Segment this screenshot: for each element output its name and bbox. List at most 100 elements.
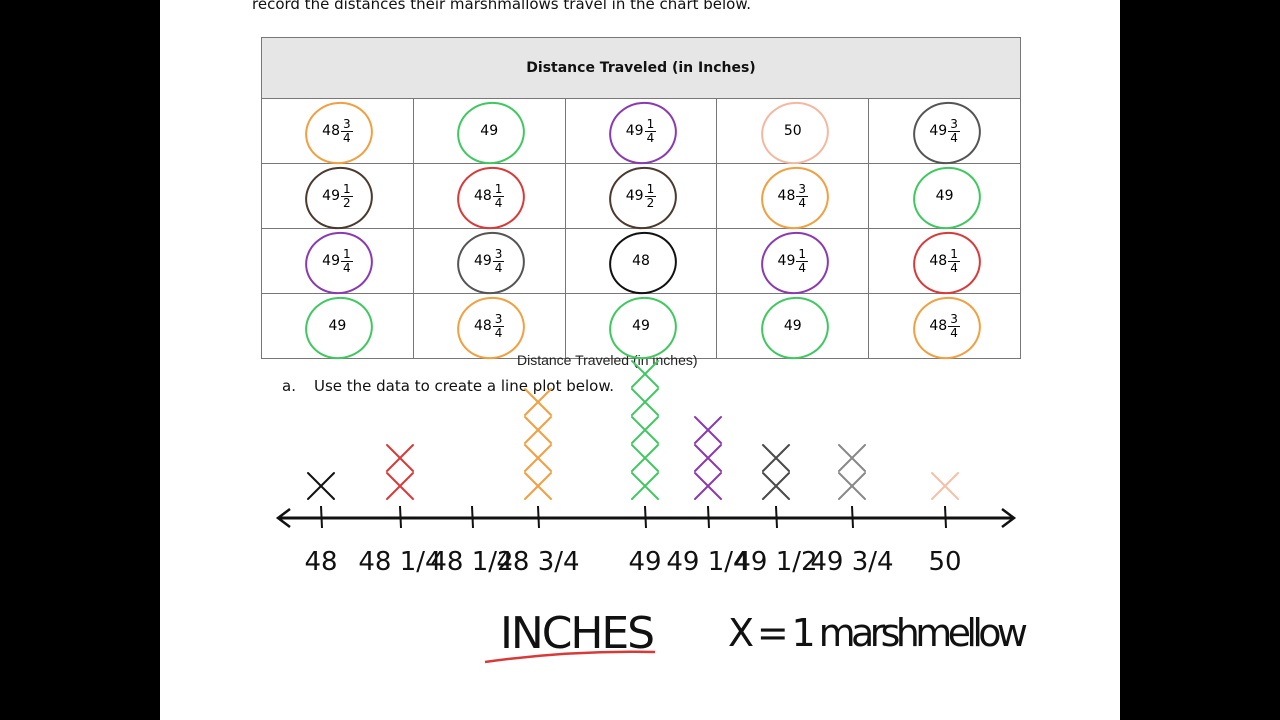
tick-label: 49 [628, 547, 661, 577]
line-plot: 48 48 1/448 1/248 3/4 49 49 1/449 1/249 3/4… [275, 360, 1028, 664]
table-cell: 48 1 4 [868, 225, 1021, 301]
numerator: 3 [492, 311, 505, 327]
x-mark [631, 388, 659, 416]
denominator: 4 [950, 260, 958, 275]
x-mark [631, 472, 659, 500]
denominator: 4 [494, 260, 503, 275]
table-cell: 49 1 4 [261, 225, 414, 301]
left-arrow-icon [275, 508, 291, 528]
x-mark [694, 444, 722, 472]
whole-number: 49 [632, 318, 650, 334]
whole-number: 49 [473, 253, 492, 269]
table-cell: 48 3 4 [868, 290, 1021, 366]
question-a: a. Use the data to create a line plot bel… [282, 377, 614, 395]
denominator: 4 [494, 195, 503, 210]
x-mark [838, 444, 866, 472]
numerator: 1 [492, 181, 505, 197]
whole-number: 49 [929, 123, 948, 139]
table-cell: 49 3 4 [868, 95, 1021, 171]
intro-text: record the distances their marshmallows … [252, 0, 752, 13]
x-mark [386, 472, 414, 500]
tick-label: 48 [304, 547, 337, 577]
table-cell: 49 3 4 [412, 225, 566, 301]
tick-mark [944, 505, 947, 529]
denominator: 2 [646, 195, 655, 210]
numerator: 3 [796, 181, 809, 197]
x-mark [838, 472, 866, 500]
whole-number: 49 [625, 123, 644, 139]
x-mark [762, 472, 790, 500]
cell-value: 48 3 4 [322, 117, 353, 145]
numerator: 3 [948, 116, 960, 132]
table-cell: 48 3 4 [716, 160, 870, 236]
cell-value: 49 [936, 188, 954, 204]
denominator: 4 [342, 260, 351, 275]
cell-value: 49 [480, 123, 498, 139]
tick-mark [707, 505, 710, 529]
table-cell: 48 1 4 [412, 160, 566, 236]
table-cell: 49 1 2 [564, 160, 718, 236]
table-row: 48 3 4 49 49 1 4 50 49 3 4 [261, 95, 1021, 171]
numerator: 3 [492, 246, 505, 262]
cell-value: 49 1 4 [625, 116, 657, 145]
table-cell: 49 [716, 290, 870, 366]
table-row: 49 48 3 4 49 49 48 3 4 [261, 290, 1021, 366]
denominator: 2 [342, 195, 351, 210]
table-row: 49 1 4 49 3 4 48 49 1 4 48 1 4 [261, 225, 1021, 301]
whole-number: 48 [632, 253, 650, 269]
denominator: 4 [950, 325, 958, 340]
x-mark [524, 444, 552, 472]
tick-label: 50 [928, 547, 961, 577]
x-mark [762, 444, 790, 472]
key-label: X = 1 marshmellow [728, 611, 1028, 655]
cell-value: 48 [632, 253, 650, 269]
denominator: 4 [798, 195, 807, 210]
question-letter: a. [282, 377, 296, 395]
worksheet-page: record the distances their marshmallows … [160, 0, 1120, 720]
table-title: Distance Traveled (in Inches) [261, 37, 1021, 99]
denominator: 4 [494, 325, 503, 340]
tick-mark [537, 505, 540, 529]
tick-label: 49 3/4 [810, 547, 893, 577]
numerator: 1 [644, 116, 657, 132]
tick-label: 49 1/2 [734, 547, 817, 577]
x-mark [307, 472, 335, 500]
cell-value: 48 3 4 [777, 181, 809, 210]
cell-value: 49 3 4 [473, 246, 505, 275]
denominator: 4 [798, 260, 807, 275]
cell-value: 50 [784, 123, 802, 139]
numerator: 1 [796, 246, 809, 262]
cell-value: 48 1 4 [929, 246, 960, 275]
denominator: 4 [342, 130, 351, 145]
tick-mark [644, 505, 647, 529]
whole-number: 49 [322, 188, 340, 204]
tick-mark [320, 505, 323, 529]
x-mark [694, 416, 722, 444]
whole-number: 48 [777, 188, 796, 204]
whole-number: 49 [322, 253, 340, 269]
table-cell: 49 [412, 95, 566, 171]
cell-value: 49 1 4 [778, 246, 809, 275]
whole-number: 50 [783, 123, 802, 139]
numerator: 1 [340, 181, 353, 197]
x-mark [631, 416, 659, 444]
x-mark [524, 472, 552, 500]
table-cell: 49 1 2 [261, 160, 414, 236]
numerator: 3 [948, 311, 960, 327]
table-cell: 48 [564, 225, 718, 301]
tick-label: 48 1/4 [358, 547, 441, 577]
numerator: 1 [948, 246, 960, 262]
table-cell: 50 [716, 95, 870, 171]
x-mark [631, 444, 659, 472]
denominator: 4 [646, 130, 655, 145]
